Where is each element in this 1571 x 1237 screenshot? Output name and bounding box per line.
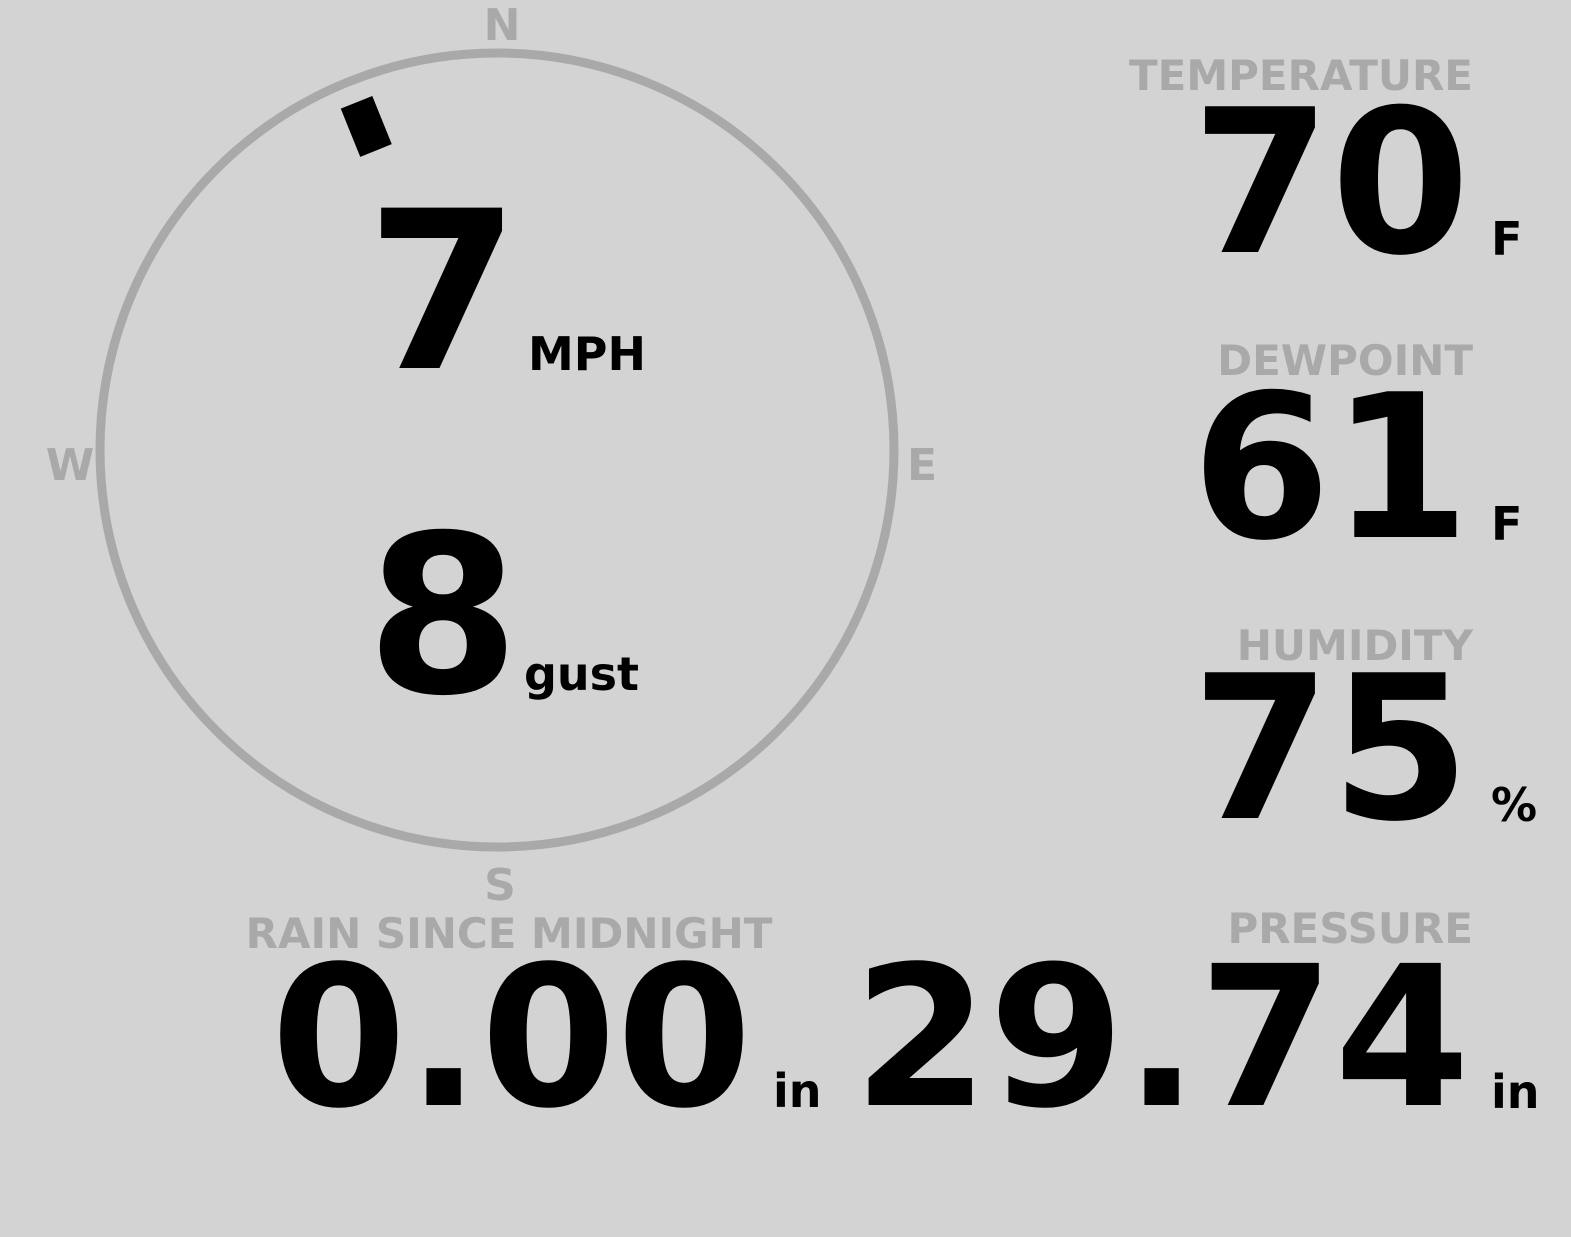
rain-unit: in (773, 1064, 822, 1118)
reading-unit: % (1491, 778, 1537, 832)
compass-west: W (46, 440, 95, 491)
wind-speed: 7 (366, 164, 519, 420)
reading-label: PRESSURE (1227, 904, 1473, 953)
compass-ring (95, 48, 899, 852)
reading-label: DEWPOINT (1217, 336, 1473, 385)
compass-south: S (484, 860, 516, 911)
reading-unit: F (1491, 497, 1522, 551)
reading-label: HUMIDITY (1237, 621, 1474, 670)
compass-north: N (484, 0, 521, 51)
reading-value: 70 (1192, 67, 1470, 300)
reading-label: TEMPERATURE (1129, 51, 1473, 100)
wind-gust: 8 (366, 488, 519, 744)
reading-value: 29.74 (853, 924, 1470, 1151)
reading-unit: F (1491, 212, 1522, 266)
compass-east: E (907, 440, 937, 491)
wind-direction-marker (340, 95, 392, 157)
wind-speed-unit: MPH (528, 327, 646, 381)
rain-value: 0.00 (271, 924, 752, 1151)
rain-label: RAIN SINCE MIDNIGHT (246, 909, 773, 958)
reading-value: 75 (1192, 633, 1470, 866)
wind-gust-label: gust (524, 647, 639, 701)
reading-value: 61 (1192, 352, 1470, 585)
reading-unit: in (1491, 1065, 1540, 1119)
